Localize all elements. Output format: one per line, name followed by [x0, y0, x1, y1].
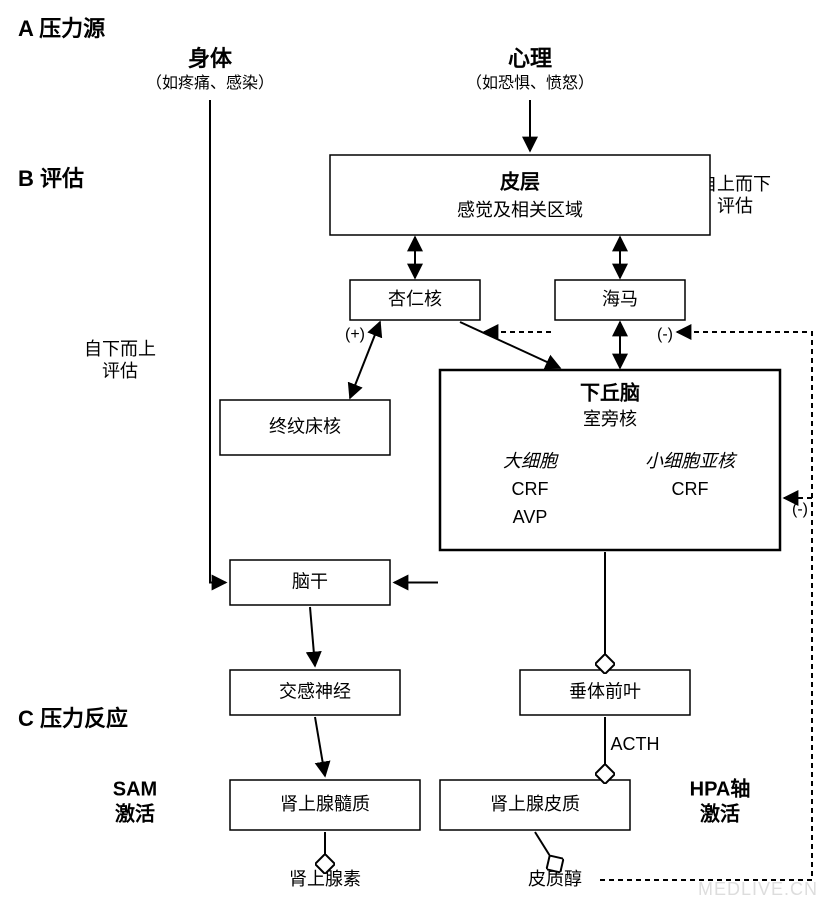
label: (+) — [345, 326, 365, 343]
edge — [210, 100, 226, 583]
edge — [535, 832, 555, 864]
label: CRF — [512, 479, 549, 499]
label: 心理 — [508, 46, 552, 71]
label: 海马 — [602, 289, 638, 309]
label: AVP — [513, 507, 548, 527]
label: 评估 — [102, 361, 138, 381]
label: 肾上腺素 — [289, 869, 361, 889]
label: 皮质醇 — [528, 869, 582, 889]
label: （如疼痛、感染） — [146, 74, 274, 92]
label: (-) — [792, 501, 808, 518]
label: 室旁核 — [583, 409, 637, 429]
label: A 压力源 — [18, 16, 105, 41]
label: C 压力反应 — [18, 706, 128, 731]
label: 身体 — [188, 46, 233, 71]
label: 小细胞亚核 — [645, 451, 738, 471]
label: 垂体前叶 — [569, 681, 641, 701]
label: 皮层 — [500, 169, 540, 193]
edge — [315, 717, 325, 776]
watermark: MEDLIVE.CN — [698, 879, 818, 899]
label: ACTH — [611, 734, 660, 754]
label: 大细胞 — [503, 451, 559, 471]
label: 评估 — [717, 196, 753, 216]
label: 脑干 — [292, 571, 328, 591]
label: 感觉及相关区域 — [457, 200, 583, 220]
label: 肾上腺皮质 — [490, 794, 580, 814]
label: （如恐惧、愤怒） — [466, 74, 594, 92]
label: B 评估 — [18, 166, 84, 191]
edge — [460, 322, 560, 368]
label: 下丘脑 — [580, 380, 640, 404]
label: 交感神经 — [279, 681, 351, 701]
label: 自下而上 — [84, 339, 156, 359]
label: 终纹床核 — [269, 416, 341, 436]
label: (-) — [657, 326, 673, 343]
node-box — [330, 155, 710, 235]
label: 激活 — [115, 801, 155, 825]
label: SAM — [113, 778, 157, 800]
label: 激活 — [700, 801, 740, 825]
label: CRF — [672, 479, 709, 499]
label: 杏仁核 — [388, 289, 442, 309]
edge — [310, 607, 315, 666]
label: 肾上腺髓质 — [280, 794, 370, 814]
label: HPA轴 — [690, 776, 751, 800]
